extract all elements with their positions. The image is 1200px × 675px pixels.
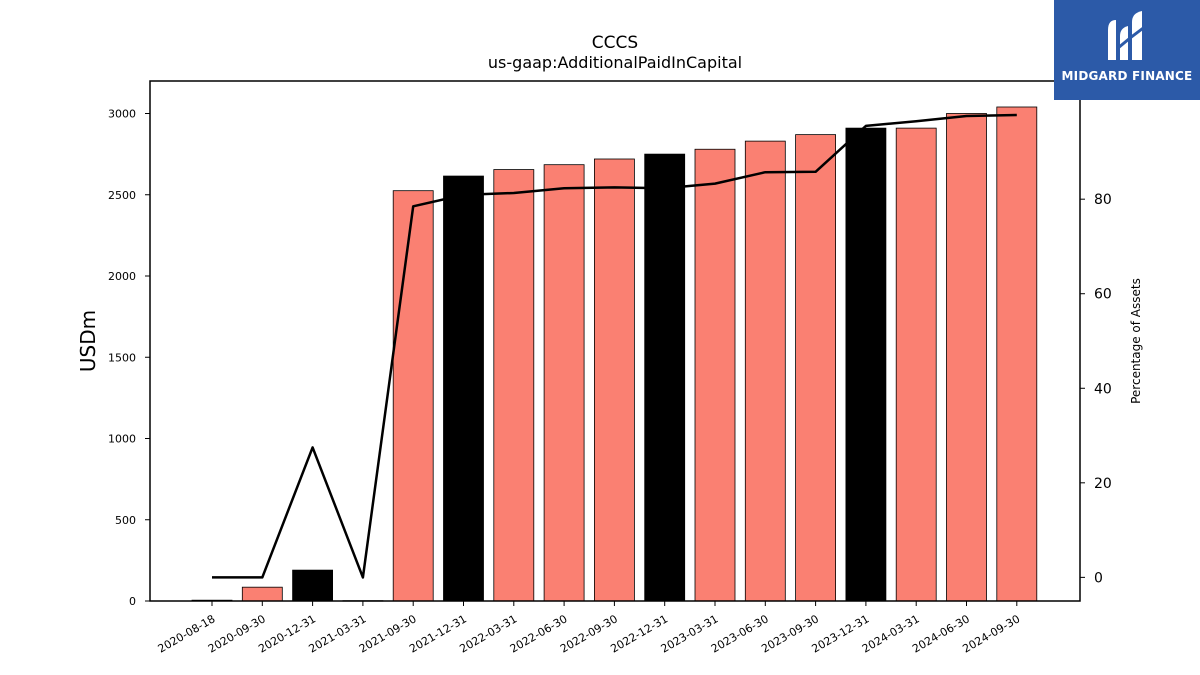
bar-2023-09-30	[795, 134, 836, 602]
bar-2022-12-31	[644, 153, 686, 602]
bar-2021-09-30	[392, 190, 434, 602]
y-tick-label: 1500	[108, 351, 136, 364]
bar-2023-03-31	[694, 148, 736, 602]
y-tick-label: 0	[129, 595, 136, 608]
bar-2024-03-31	[895, 127, 937, 602]
y2-axis-label: Percentage of Assets	[1129, 278, 1143, 404]
bar-2020-12-31	[292, 569, 334, 602]
bar-2020-09-30	[241, 586, 283, 602]
bar-2024-09-30	[996, 106, 1038, 602]
bar-2023-12-31	[845, 127, 887, 602]
bar-2023-06-30	[744, 140, 786, 602]
y-tick-label: 1000	[108, 433, 136, 446]
bar-2022-09-30	[594, 158, 635, 602]
y2-tick-label: 40	[1094, 381, 1112, 397]
y2-tick-label: 80	[1094, 192, 1112, 208]
bar-2022-06-30	[543, 164, 585, 602]
percentage-of-assets-line	[212, 113, 1017, 579]
y-tick-label: 3000	[108, 108, 136, 121]
x-tick-label: 2024-09-30	[960, 612, 1022, 655]
chart-title: CCCS	[592, 33, 638, 53]
midgard-logo-icon	[1108, 11, 1147, 60]
y2-tick-label: 20	[1094, 476, 1112, 492]
y-tick-label: 2500	[108, 189, 136, 202]
y2-tick-label: 60	[1094, 287, 1112, 303]
bar-2021-12-31	[443, 175, 484, 602]
logo-text: MIDGARD FINANCE	[1061, 69, 1193, 83]
y-tick-label: 500	[115, 514, 136, 527]
chart-subtitle: us-gaap:AdditionalPaidInCapital	[488, 53, 742, 72]
plot-frame	[149, 80, 1081, 602]
y2-tick-label: 0	[1094, 570, 1103, 586]
y-tick-label: 2000	[108, 270, 136, 283]
bar-2024-06-30	[946, 113, 987, 602]
midgard-finance-logo: MIDGARD FINANCE	[1054, 0, 1200, 100]
y-axis-label: USDm	[76, 310, 100, 372]
bar-2022-03-31	[493, 169, 535, 602]
